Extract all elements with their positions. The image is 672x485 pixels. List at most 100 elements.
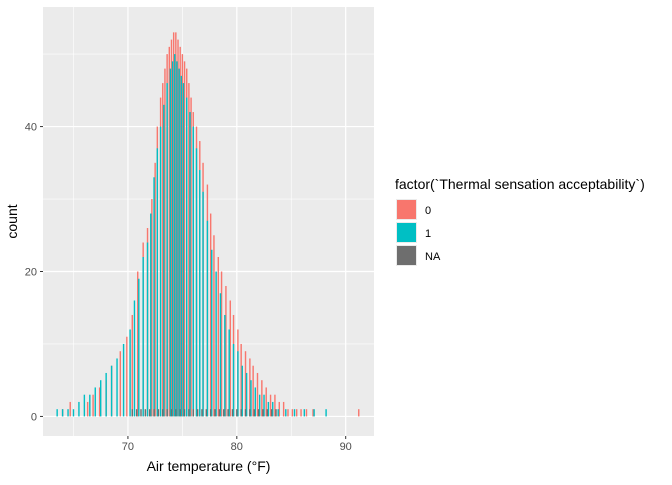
- bar: [146, 242, 149, 417]
- bar: [257, 409, 260, 417]
- bar: [129, 329, 131, 417]
- bar: [214, 409, 216, 417]
- legend-item: 1: [396, 222, 431, 243]
- bar: [252, 365, 254, 417]
- bar: [170, 39, 173, 417]
- bar: [293, 409, 296, 417]
- legend-item: NA: [396, 245, 441, 266]
- bar: [186, 97, 188, 417]
- bar: [231, 409, 234, 417]
- y-tick-label: 20: [25, 267, 37, 279]
- legend: factor(`Thermal sensation acceptability`…: [395, 176, 645, 266]
- bar: [312, 409, 314, 417]
- bar: [69, 401, 71, 417]
- bar: [224, 314, 226, 417]
- y-tick-label: 0: [31, 411, 37, 423]
- bar: [275, 409, 277, 417]
- bar: [223, 409, 225, 417]
- bar: [105, 372, 107, 417]
- bar: [250, 380, 252, 417]
- bar: [98, 387, 101, 417]
- bar: [131, 409, 133, 417]
- bar: [258, 394, 261, 417]
- bar: [176, 61, 178, 417]
- bar: [179, 409, 181, 417]
- bar: [209, 409, 212, 417]
- bar: [157, 409, 160, 417]
- bar: [266, 409, 269, 417]
- legend-item: 0: [396, 199, 431, 220]
- bar: [209, 213, 212, 417]
- bar: [232, 343, 235, 417]
- bar: [122, 343, 125, 417]
- bar: [244, 351, 247, 417]
- y-axis: 0 20 40: [25, 122, 43, 423]
- bar: [170, 409, 173, 417]
- bar: [188, 83, 190, 417]
- bar: [89, 394, 91, 417]
- bar: [159, 126, 162, 417]
- bar: [227, 409, 229, 417]
- bar: [189, 112, 191, 417]
- bar: [241, 365, 243, 417]
- bar: [202, 191, 204, 417]
- bars: [56, 32, 360, 417]
- x-axis-title: Air temperature (°F): [147, 458, 271, 474]
- bar: [169, 68, 172, 417]
- bar: [237, 351, 239, 417]
- legend-label: NA: [425, 251, 441, 263]
- bar: [188, 409, 190, 417]
- bar: [211, 249, 213, 417]
- bar: [92, 394, 94, 417]
- bar: [277, 409, 279, 417]
- bar: [274, 394, 276, 417]
- bar: [254, 387, 257, 417]
- bar: [126, 336, 128, 417]
- bar: [270, 409, 273, 417]
- legend-swatch: [397, 223, 416, 242]
- bar: [213, 235, 215, 417]
- bar: [262, 409, 264, 417]
- bar: [144, 409, 147, 417]
- bar: [138, 278, 140, 417]
- bar: [67, 409, 69, 417]
- bar: [142, 257, 144, 417]
- bar: [240, 409, 242, 417]
- bar: [86, 401, 89, 417]
- bar: [303, 409, 306, 417]
- bar: [190, 97, 192, 417]
- bar: [305, 409, 308, 417]
- bar: [150, 213, 152, 417]
- legend-swatch: [397, 246, 416, 265]
- bar: [256, 372, 259, 417]
- bar: [195, 148, 198, 417]
- bar: [219, 293, 222, 417]
- bar: [183, 409, 186, 417]
- bar: [61, 409, 64, 417]
- bar: [175, 409, 177, 417]
- bar: [236, 409, 238, 417]
- bar: [148, 409, 151, 417]
- bar: [358, 409, 360, 417]
- bar: [172, 32, 175, 417]
- bar: [179, 46, 181, 417]
- bar: [166, 83, 168, 417]
- bar: [295, 409, 298, 417]
- bar: [196, 409, 199, 417]
- bar: [291, 409, 294, 417]
- x-tick-label: 90: [340, 441, 352, 453]
- bar: [131, 314, 133, 417]
- bar: [245, 372, 248, 417]
- bar: [181, 54, 184, 417]
- y-tick-label: 40: [25, 122, 37, 134]
- bar: [217, 257, 220, 417]
- bar: [78, 401, 80, 417]
- bar: [137, 271, 139, 417]
- legend-label: 1: [425, 228, 431, 240]
- bar: [192, 126, 194, 417]
- x-axis: 70 80 90: [122, 436, 352, 453]
- bar: [325, 409, 327, 417]
- bar: [278, 401, 280, 417]
- bar: [206, 220, 209, 417]
